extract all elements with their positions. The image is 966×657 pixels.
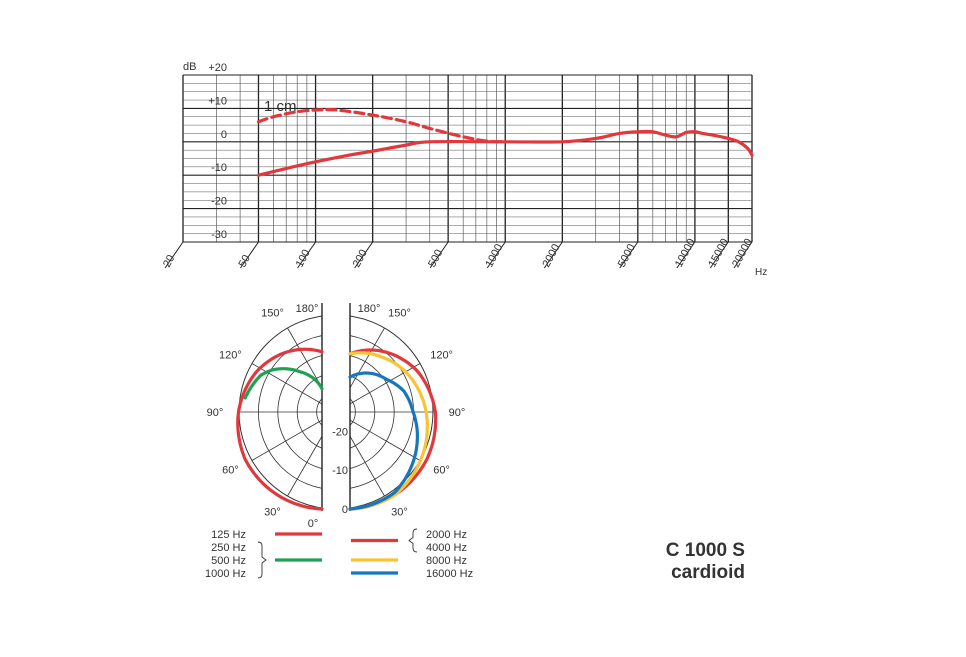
x-tick-label: 2000 [540,242,562,269]
near-field-annotation: 1 cm [264,98,297,115]
angle-label: 150° [261,307,284,319]
x-tick-label: 1000 [483,242,505,269]
legend-label: 16000 Hz [426,568,473,580]
polar-labels: 0° 30° 30° 60° 60° 90° 90° 120° 120° 150° 150° 180°… [207,303,466,530]
tick-slant [297,241,316,269]
angle-label: 150° [388,307,411,319]
tick-slant [240,241,259,269]
model-name: C 1000 S [665,540,745,561]
y-tick-label: -20 [211,196,227,208]
x-tick-label: 20 [161,253,177,269]
frequency-response-line [256,129,754,177]
legend-label: 4000 Hz [426,542,467,554]
tick-slant [709,241,729,269]
frequency-series [256,108,754,177]
legend-brace [257,541,267,579]
polar-series [236,347,438,511]
legend-brace [408,528,418,553]
legend-label: 250 Hz [211,542,246,554]
radial-label: -20 [332,426,348,438]
y-tick-label: -30 [211,229,227,241]
legend-label: 8000 Hz [426,555,467,567]
frequency-y-tick-labels: +20 +10 0 -10 -20 -30 [208,62,227,241]
y-tick-label: 0 [221,129,227,141]
angle-label: 90° [207,407,224,419]
legend-label: 125 Hz [211,529,246,541]
radial-label: -10 [332,465,348,477]
legend-label: 2000 Hz [426,529,467,541]
near-field-response-line [256,108,507,144]
angle-label: 180° [296,303,319,315]
y-tick-label: +20 [208,62,227,74]
frequency-y-axis-label: dB [183,61,196,73]
polar-grid [238,301,434,523]
polar-divider [322,301,350,523]
legend-label: 1000 Hz [205,568,246,580]
frequency-response-chart: +20+100-10-20-30 20 50 100 200 500 1000 2000 50… [161,61,767,278]
angle-label: 30° [391,507,408,519]
frequency-x-axis-label: Hz [755,267,767,278]
angle-label: 120° [219,350,242,362]
polar-curve [348,371,419,511]
angle-label: 180° [358,303,381,315]
polar-pattern-chart: 0° 30° 30° 60° 60° 90° 90° 120° 120° 150° 150° 180°… [207,301,466,530]
tick-slant [354,241,374,269]
angle-label: 0° [308,518,319,530]
tick-slant [543,241,563,269]
tick-slant [733,241,753,269]
polar-pattern-name: cardioid [671,562,745,583]
tick-slant [164,241,184,269]
polar-curve [236,347,324,511]
angle-label: 60° [222,465,239,477]
radial-label: 0 [342,504,348,516]
polar-curve [243,367,324,400]
tick-slant [676,241,696,269]
angle-label: 60° [433,465,450,477]
angle-label: 120° [430,350,453,362]
frequency-grid [164,74,753,269]
polar-curve [348,351,430,511]
x-tick-label: 50 [237,253,253,269]
angle-label: 30° [264,507,281,519]
x-tick-label: 5000 [616,242,638,269]
angle-label: 90° [449,407,466,419]
y-tick-label: +10 [208,95,227,107]
legend-label: 500 Hz [211,555,246,567]
y-tick-label: -10 [211,162,227,174]
tick-slant [486,241,506,269]
tick-slant [429,241,449,269]
tick-slant [619,241,639,269]
